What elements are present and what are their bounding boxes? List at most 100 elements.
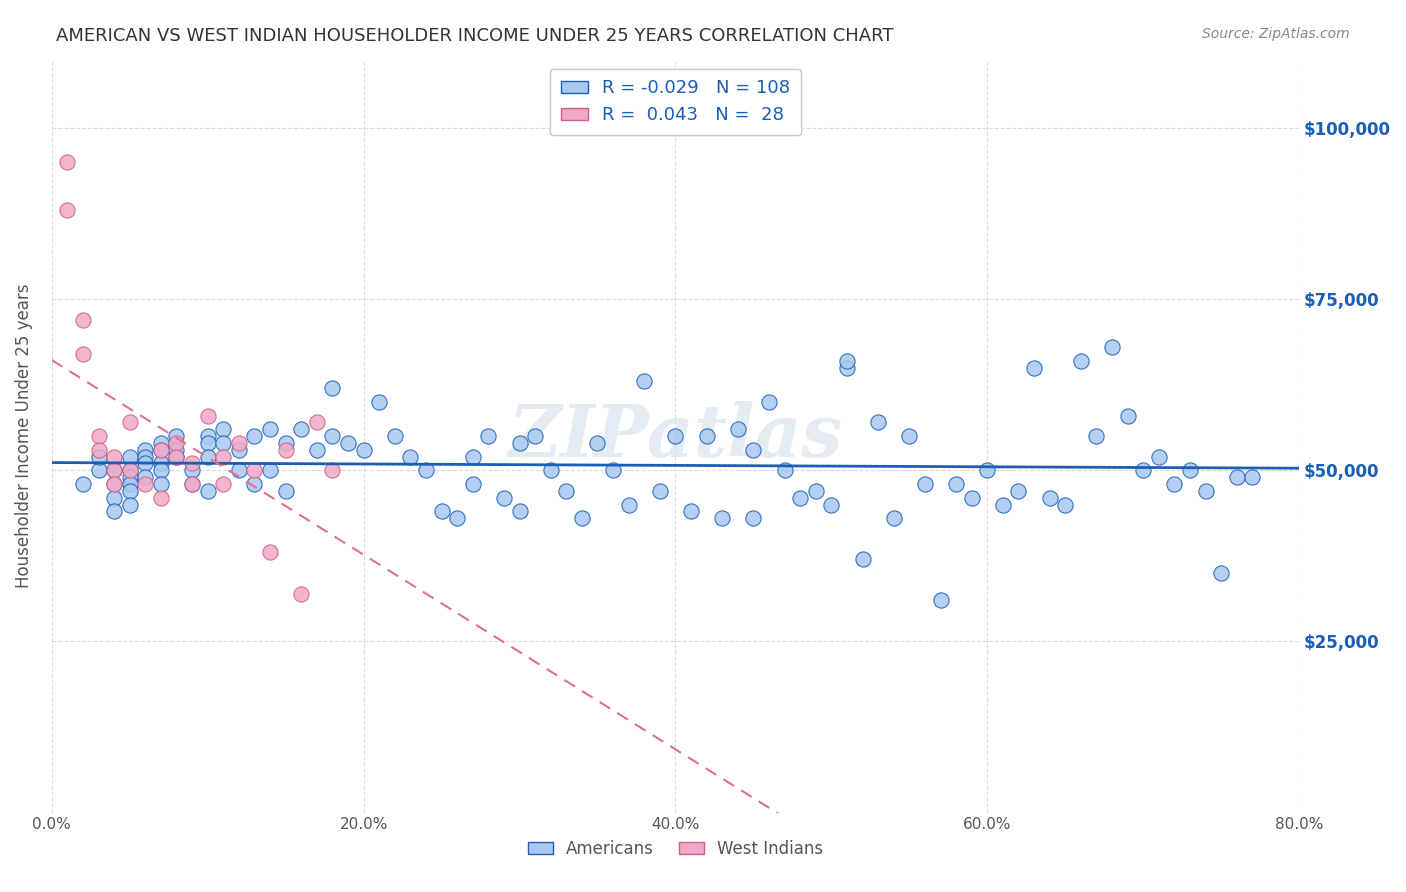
- Point: [149, 442, 172, 457]
- Text: Source: ZipAtlas.com: Source: ZipAtlas.com: [1202, 27, 1350, 41]
- Point: [586, 436, 609, 450]
- Point: [166, 436, 188, 450]
- Point: [758, 394, 780, 409]
- Point: [274, 436, 297, 450]
- Point: [243, 463, 266, 477]
- Point: [742, 442, 765, 457]
- Point: [711, 511, 734, 525]
- Point: [1039, 491, 1062, 505]
- Point: [446, 511, 468, 525]
- Point: [103, 450, 125, 464]
- Point: [368, 394, 391, 409]
- Point: [72, 312, 94, 326]
- Point: [118, 483, 141, 498]
- Point: [72, 347, 94, 361]
- Point: [305, 442, 328, 457]
- Point: [228, 442, 250, 457]
- Point: [929, 593, 952, 607]
- Point: [103, 477, 125, 491]
- Point: [134, 450, 156, 464]
- Point: [290, 586, 312, 600]
- Point: [321, 429, 343, 443]
- Point: [868, 416, 890, 430]
- Point: [228, 436, 250, 450]
- Text: ZIPatlas: ZIPatlas: [509, 401, 842, 472]
- Point: [789, 491, 811, 505]
- Point: [883, 511, 905, 525]
- Point: [103, 463, 125, 477]
- Point: [212, 422, 235, 436]
- Point: [259, 422, 281, 436]
- Point: [72, 477, 94, 491]
- Point: [696, 429, 718, 443]
- Point: [274, 483, 297, 498]
- Point: [1116, 409, 1139, 423]
- Point: [399, 450, 422, 464]
- Point: [166, 442, 188, 457]
- Point: [149, 463, 172, 477]
- Point: [87, 429, 110, 443]
- Point: [492, 491, 515, 505]
- Point: [118, 477, 141, 491]
- Point: [274, 442, 297, 457]
- Point: [118, 463, 141, 477]
- Point: [166, 450, 188, 464]
- Point: [976, 463, 998, 477]
- Point: [1194, 483, 1216, 498]
- Point: [259, 545, 281, 559]
- Point: [197, 436, 219, 450]
- Point: [321, 381, 343, 395]
- Point: [228, 463, 250, 477]
- Point: [290, 422, 312, 436]
- Point: [212, 436, 235, 450]
- Point: [991, 498, 1014, 512]
- Point: [87, 442, 110, 457]
- Point: [103, 463, 125, 477]
- Point: [149, 442, 172, 457]
- Point: [1022, 360, 1045, 375]
- Point: [321, 463, 343, 477]
- Point: [1211, 566, 1233, 580]
- Point: [56, 203, 79, 218]
- Point: [149, 436, 172, 450]
- Point: [1163, 477, 1185, 491]
- Point: [555, 483, 578, 498]
- Point: [149, 477, 172, 491]
- Point: [461, 477, 484, 491]
- Point: [602, 463, 624, 477]
- Point: [1132, 463, 1154, 477]
- Point: [742, 511, 765, 525]
- Point: [1007, 483, 1029, 498]
- Point: [835, 360, 858, 375]
- Point: [259, 463, 281, 477]
- Point: [524, 429, 547, 443]
- Point: [212, 450, 235, 464]
- Point: [243, 477, 266, 491]
- Point: [914, 477, 936, 491]
- Point: [648, 483, 671, 498]
- Point: [1101, 340, 1123, 354]
- Point: [134, 470, 156, 484]
- Y-axis label: Householder Income Under 25 years: Householder Income Under 25 years: [15, 284, 32, 589]
- Point: [679, 504, 702, 518]
- Point: [103, 504, 125, 518]
- Point: [1070, 353, 1092, 368]
- Point: [415, 463, 437, 477]
- Point: [727, 422, 749, 436]
- Point: [617, 498, 640, 512]
- Point: [197, 429, 219, 443]
- Point: [1226, 470, 1249, 484]
- Point: [1054, 498, 1077, 512]
- Point: [87, 450, 110, 464]
- Point: [337, 436, 360, 450]
- Point: [1085, 429, 1108, 443]
- Text: AMERICAN VS WEST INDIAN HOUSEHOLDER INCOME UNDER 25 YEARS CORRELATION CHART: AMERICAN VS WEST INDIAN HOUSEHOLDER INCO…: [56, 27, 894, 45]
- Point: [477, 429, 499, 443]
- Point: [181, 457, 204, 471]
- Point: [384, 429, 406, 443]
- Point: [134, 457, 156, 471]
- Point: [118, 463, 141, 477]
- Point: [134, 477, 156, 491]
- Point: [461, 450, 484, 464]
- Point: [835, 353, 858, 368]
